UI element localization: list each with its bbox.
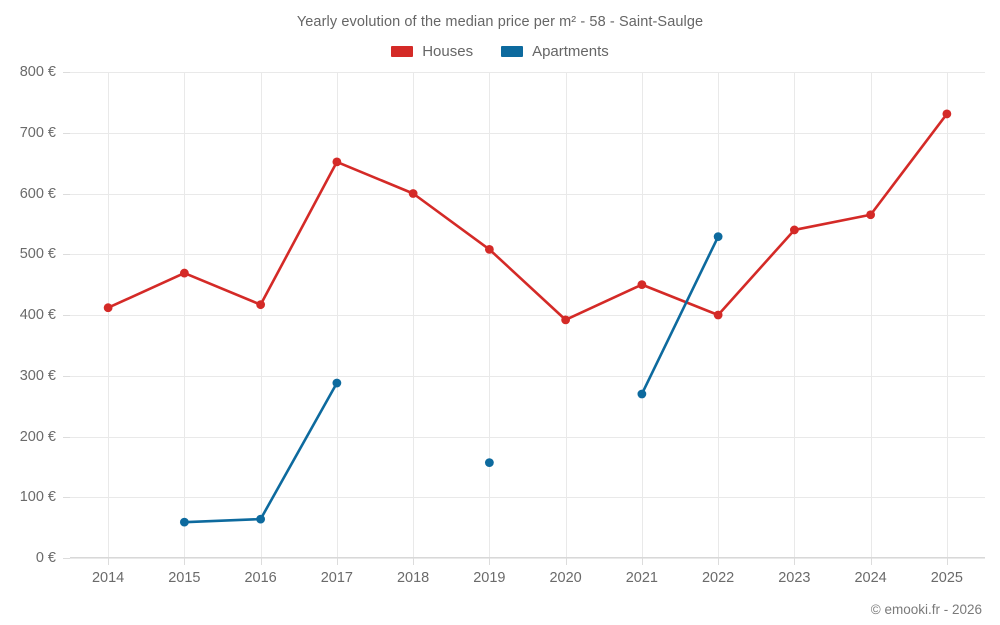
- data-point[interactable]: [713, 232, 723, 242]
- x-tick-mark: [413, 558, 415, 565]
- data-point[interactable]: [179, 268, 189, 278]
- y-tick-mark: [63, 254, 70, 256]
- gridline-y: [70, 132, 985, 134]
- x-tick-mark: [870, 558, 872, 565]
- data-point[interactable]: [942, 109, 952, 119]
- y-axis-tick-label: 400 €: [19, 307, 56, 323]
- y-tick-mark: [63, 436, 70, 438]
- y-axis-tick-label: 0 €: [35, 550, 56, 566]
- y-axis-tick-label: 300 €: [19, 367, 56, 384]
- data-point[interactable]: [866, 210, 876, 220]
- y-tick-mark: [63, 375, 70, 377]
- gridline-x: [565, 72, 567, 558]
- gridline-x: [794, 72, 796, 558]
- data-point[interactable]: [332, 157, 342, 167]
- y-axis-tick-label: 600 €: [19, 185, 56, 202]
- chart-legend: Houses Apartments: [0, 44, 1000, 59]
- data-point[interactable]: [561, 315, 571, 325]
- legend-swatch-apartments: [501, 46, 524, 57]
- series-line: [640, 235, 720, 396]
- gridline-y: [70, 193, 985, 195]
- series-apartments: [179, 232, 723, 527]
- data-point[interactable]: [637, 280, 647, 290]
- gridline-x: [108, 72, 110, 558]
- x-tick-mark: [718, 558, 720, 565]
- x-axis-tick-label: 2025: [930, 570, 964, 586]
- data-point[interactable]: [256, 514, 266, 524]
- y-tick-mark: [63, 315, 70, 316]
- gridline-y: [70, 375, 985, 377]
- x-axis-tick-label: 2024: [854, 570, 887, 586]
- x-axis-tick-label: 2015: [168, 570, 201, 586]
- y-tick-mark: [63, 193, 70, 195]
- legend-item-houses[interactable]: Houses: [391, 44, 473, 59]
- footer-credit: © emooki.fr - 2026: [870, 602, 982, 617]
- gridline-y: [70, 254, 985, 256]
- x-tick-mark: [184, 558, 186, 565]
- x-tick-mark: [946, 558, 948, 565]
- gridline-x: [336, 72, 338, 558]
- x-axis-tick-label: 2014: [91, 570, 125, 586]
- data-point[interactable]: [256, 300, 266, 310]
- x-tick-mark: [565, 558, 567, 565]
- x-axis-tick-label: 2022: [701, 570, 735, 586]
- x-axis-tick-label: 2016: [244, 570, 277, 586]
- gridline-x: [184, 72, 186, 558]
- legend-label-apartments: Apartments: [532, 43, 609, 60]
- x-axis-tick-label: 2017: [320, 570, 354, 586]
- x-axis-tick-label: 2023: [778, 570, 811, 586]
- data-point[interactable]: [789, 225, 799, 235]
- x-axis-tick-label: 2018: [396, 570, 430, 586]
- gridline-x: [413, 72, 415, 558]
- y-axis-tick-label: 200 €: [19, 428, 56, 445]
- y-tick-mark: [63, 72, 70, 73]
- y-tick-mark: [63, 132, 70, 134]
- gridline-y: [70, 436, 985, 438]
- y-axis-tick-label: 700 €: [19, 124, 56, 141]
- y-tick-mark: [63, 497, 70, 499]
- y-tick-mark: [63, 558, 70, 559]
- gridline-y: [70, 315, 985, 316]
- y-axis-tick-label: 800 €: [19, 64, 56, 80]
- legend-label-houses: Houses: [422, 43, 474, 60]
- gridline-x: [489, 72, 491, 558]
- gridline-y: [70, 72, 985, 73]
- x-tick-mark: [794, 558, 796, 565]
- legend-item-apartments[interactable]: Apartments: [501, 44, 609, 59]
- gridline-x: [260, 72, 262, 558]
- x-axis-tick-label: 2020: [549, 570, 582, 586]
- data-point[interactable]: [713, 310, 723, 320]
- data-point[interactable]: [484, 458, 494, 468]
- gridline-x: [946, 72, 948, 558]
- gridline-y: [70, 558, 985, 559]
- data-point[interactable]: [179, 517, 189, 527]
- data-point[interactable]: [637, 389, 647, 399]
- chart-title: Yearly evolution of the median price per…: [296, 14, 704, 30]
- x-tick-mark: [489, 558, 491, 565]
- gridline-x: [641, 72, 643, 558]
- gridline-y: [70, 497, 985, 499]
- x-tick-mark: [260, 558, 262, 565]
- data-point[interactable]: [408, 189, 418, 198]
- series-line: [106, 112, 949, 322]
- series-line: [183, 381, 339, 524]
- plot-area: 0 € 100 € 200 € 300 € 400 € 500 € 600 € 700 € 80…: [20, 64, 985, 586]
- x-tick-mark: [336, 558, 338, 565]
- series-houses: [103, 109, 952, 325]
- gridline-x: [870, 72, 872, 558]
- y-axis-tick-label: 100 €: [19, 489, 56, 506]
- data-point[interactable]: [332, 378, 342, 388]
- legend-swatch-houses: [391, 46, 414, 57]
- y-axis-tick-label: 500 €: [19, 246, 56, 263]
- data-point[interactable]: [484, 244, 494, 254]
- x-tick-mark: [641, 558, 643, 565]
- x-axis-line: [70, 557, 985, 558]
- x-tick-mark: [108, 558, 110, 565]
- data-point[interactable]: [103, 303, 113, 313]
- x-axis-tick-label: 2021: [625, 570, 659, 586]
- series-layer: [103, 109, 952, 527]
- x-axis-tick-label: 2019: [473, 570, 506, 586]
